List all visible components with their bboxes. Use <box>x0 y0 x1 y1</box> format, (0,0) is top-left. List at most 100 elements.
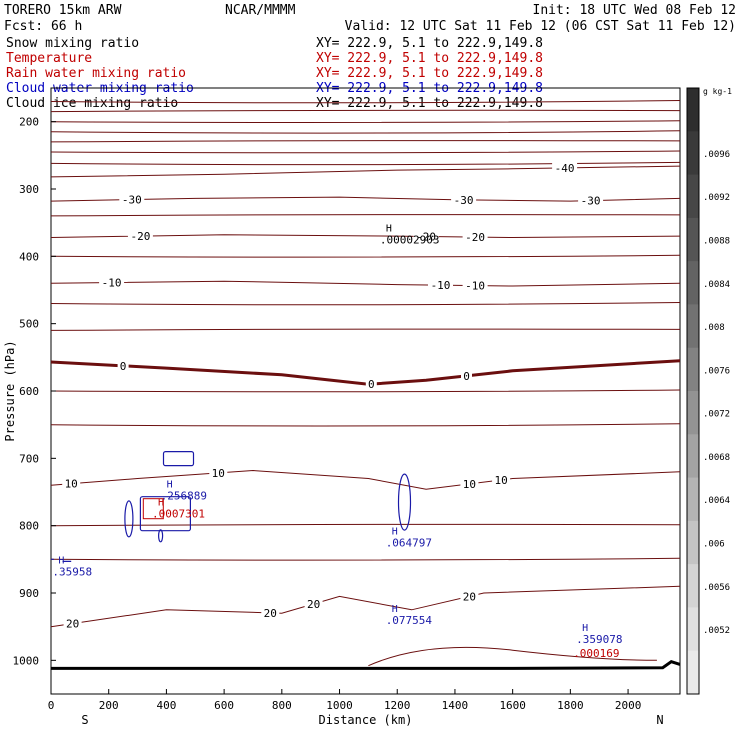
field-name-cloud-ice: Cloud ice mixing ratio <box>6 96 178 111</box>
max-value-label: .256889 <box>161 489 207 502</box>
max-value-label: .077554 <box>386 614 433 627</box>
reference-line <box>50 120 681 123</box>
contour-label-bg <box>460 477 479 490</box>
contour-line <box>50 359 681 386</box>
contour-label-bg <box>127 230 153 243</box>
maxima-labels: H.256889H.0007301H.00002903H.064797H.359… <box>52 224 622 660</box>
colorbar-swatch <box>687 520 699 565</box>
reference-line <box>50 254 681 258</box>
contour-label-bg <box>209 466 228 479</box>
reference-lines <box>50 100 681 561</box>
colorbar-tick-label: .0064 <box>703 496 730 506</box>
colorbar: .0096 .0092 .0088 .0084 .008 .0076 .0072 .0068.… <box>686 87 732 695</box>
model-title: TORERO 15km ARW <box>4 3 122 18</box>
contour-label: -20 <box>130 230 150 243</box>
max-value-label: .000169 <box>573 647 619 660</box>
contour-label-bg <box>552 162 578 174</box>
colorbar-tick-label: .0084 <box>703 280 730 290</box>
header: TORERO 15km ARW NCAR/MMMM Init: 18 UTC W… <box>4 3 736 111</box>
contour-label-bg <box>428 279 453 292</box>
colorbar-tick-label: .0096 <box>703 150 730 160</box>
max-value-label: .35958 <box>52 566 92 579</box>
max-value-label: .0007301 <box>152 508 205 521</box>
reference-line <box>50 302 681 306</box>
cloud-water-contour <box>162 451 195 467</box>
y-tick-label: 500 <box>19 318 39 331</box>
max-marker: H <box>386 224 392 235</box>
colorbar-swatch <box>687 434 699 479</box>
x-tick-label: 1200 <box>384 699 411 712</box>
surface-contour <box>368 646 657 667</box>
cloud-water-contour <box>139 496 191 532</box>
reference-line <box>50 214 681 217</box>
contour-label: 20 <box>307 598 320 611</box>
terrain-line <box>51 660 681 670</box>
reference-line <box>50 423 681 427</box>
reference-line <box>50 109 681 113</box>
x-tick-label: 1600 <box>499 699 526 712</box>
max-marker: H <box>167 479 173 490</box>
reference-line <box>50 150 681 154</box>
colorbar-swatch <box>687 347 699 392</box>
contour-label-bg <box>304 597 323 610</box>
field-name-temperature: Temperature <box>6 51 92 66</box>
y-tick-label: 900 <box>19 587 39 600</box>
field-xy-cloud-ice: XY= 222.9, 5.1 to 222.9,149.8 <box>316 96 543 111</box>
reference-line <box>50 161 681 166</box>
contour-label-bg <box>62 477 81 490</box>
contour-label: -20 <box>416 231 436 244</box>
max-marker: H <box>582 623 588 634</box>
contour-label: 10 <box>463 478 476 491</box>
colorbar-tick-label: .0052 <box>703 626 730 636</box>
contour-label: -10 <box>102 277 122 290</box>
field-name-snow: Snow mixing ratio <box>6 36 139 51</box>
contour-label-bg <box>413 230 439 243</box>
y-tick-label: 700 <box>19 452 39 465</box>
cloud-water-contour <box>51 558 72 562</box>
colorbar-tick-label: .008 <box>703 323 725 333</box>
colorbar-swatch <box>687 261 699 305</box>
colorbar-tick-label: .0076 <box>703 366 730 376</box>
colorbar-swatch <box>687 217 699 262</box>
contour-label: -30 <box>454 194 474 207</box>
contour-label: 10 <box>212 467 225 480</box>
max-value-label: .064797 <box>386 537 432 550</box>
y-tick-label: 200 <box>19 116 39 129</box>
forecast-hour: Fcst: 66 h <box>4 19 82 34</box>
reference-line <box>50 130 681 134</box>
colorbar-swatch <box>687 477 699 522</box>
y-tick-label: 300 <box>19 183 39 196</box>
colorbar-frame <box>686 87 700 695</box>
contour-label-bg <box>492 474 511 486</box>
reference-line <box>50 100 681 104</box>
cloud-water-contour <box>124 500 134 538</box>
reference-line <box>50 389 681 393</box>
x-tick-label: 2000 <box>615 699 642 712</box>
reference-line <box>50 328 681 331</box>
contour-label: -30 <box>122 194 142 207</box>
contour-label: 20 <box>66 618 79 631</box>
colorbar-swatch <box>687 650 699 695</box>
contour-label-bg <box>119 193 145 206</box>
contour-label-bg <box>261 606 280 619</box>
contour-label-bg <box>63 617 82 630</box>
y-tick-label: 1000 <box>13 654 40 667</box>
contour-label-bg <box>462 231 488 243</box>
y-tick-label: 800 <box>19 520 39 533</box>
reference-line <box>50 523 681 527</box>
contour-label: 10 <box>65 478 78 491</box>
colorbar-tick-label: .0056 <box>703 583 730 593</box>
max-value-label: .359078 <box>576 633 622 646</box>
contour-label-bg <box>460 590 479 603</box>
field-name-rain: Rain water mixing ratio <box>6 66 186 81</box>
contour-label-bg <box>117 359 129 372</box>
y-tick-label: 400 <box>19 250 39 263</box>
y-axis-label: Pressure (hPa) <box>3 340 17 441</box>
contour-line <box>50 234 681 239</box>
rain-water-contour <box>142 498 164 520</box>
reference-line <box>50 557 681 561</box>
cloud-water-contours <box>51 451 412 562</box>
reference-line <box>50 140 681 143</box>
colorbar-swatch <box>687 88 699 132</box>
